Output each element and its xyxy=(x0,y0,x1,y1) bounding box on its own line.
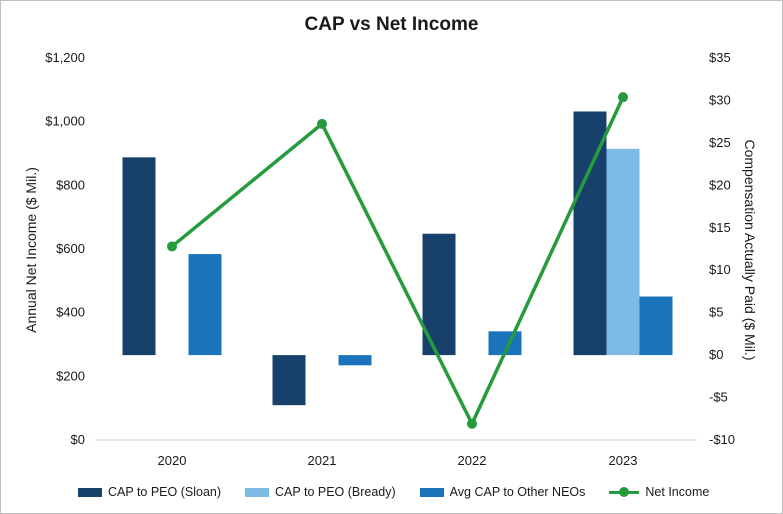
legend-swatch-bready xyxy=(245,487,270,497)
right-axis-label: Compensation Actually Paid ($ Mil.) xyxy=(742,140,758,361)
bars-group xyxy=(122,111,673,406)
legend-swatch-other-neos xyxy=(419,487,444,497)
x-tick-label: 2023 xyxy=(609,453,638,468)
bar-cap-to-peo-sloan--2021 xyxy=(272,355,306,406)
right-tick-label: $10 xyxy=(709,262,731,277)
right-tick-label: -$10 xyxy=(709,432,735,447)
left-tick-label: $400 xyxy=(56,305,85,320)
legend-swatch-sloan xyxy=(78,487,102,497)
legend-label-sloan: CAP to PEO (Sloan) xyxy=(108,485,222,499)
net-income-point-2021 xyxy=(317,118,327,129)
net-income-point-2023 xyxy=(618,92,628,103)
bar-avg-cap-to-other-neos-2020 xyxy=(188,254,222,356)
x-tick-label: 2020 xyxy=(158,453,187,468)
legend-label-bready: CAP to PEO (Bready) xyxy=(275,485,396,499)
x-axis-ticks: 2020 2021 2022 2023 xyxy=(158,453,638,468)
left-tick-label: $1,000 xyxy=(45,114,85,129)
left-tick-label: $1,200 xyxy=(45,50,85,65)
bar-cap-to-peo-sloan--2023 xyxy=(573,111,607,356)
right-tick-label: $15 xyxy=(709,220,731,235)
bar-cap-to-peo-sloan--2020 xyxy=(122,157,156,356)
left-tick-label: $800 xyxy=(56,177,85,192)
left-tick-label: $0 xyxy=(71,432,85,447)
right-tick-label: $30 xyxy=(709,92,731,107)
legend-label-other-neos: Avg CAP to Other NEOs xyxy=(449,485,586,499)
net-income-point-2022 xyxy=(467,418,477,429)
legend-label-net-income: Net Income xyxy=(645,485,710,499)
legend-item-bready: CAP to PEO (Bready) xyxy=(245,485,396,499)
left-tick-label: $200 xyxy=(56,368,85,383)
bar-cap-to-peo-bready--2023 xyxy=(606,148,640,356)
right-tick-label: $25 xyxy=(709,135,731,150)
right-tick-label: -$5 xyxy=(709,390,728,405)
line-group xyxy=(167,92,628,429)
right-tick-label: $35 xyxy=(709,50,731,65)
left-axis-ticks: $0 $200 $400 $600 $800 $1,000 $1,200 xyxy=(45,50,85,447)
chart-title: CAP vs Net Income xyxy=(304,14,479,35)
net-income-point-2020 xyxy=(167,241,177,252)
legend-item-other-neos: Avg CAP to Other NEOs xyxy=(419,485,586,499)
right-tick-label: $20 xyxy=(709,177,731,192)
right-tick-label: $0 xyxy=(709,347,723,362)
left-tick-label: $600 xyxy=(56,241,85,256)
bar-avg-cap-to-other-neos-2021 xyxy=(338,355,372,366)
net-income-line xyxy=(170,96,625,426)
x-tick-label: 2021 xyxy=(308,453,337,468)
right-axis-ticks: -$10 -$5 $0 $5 $10 $15 $20 $25 $30 $35 xyxy=(709,50,735,447)
legend-item-sloan: CAP to PEO (Sloan) xyxy=(78,485,221,499)
x-tick-label: 2022 xyxy=(458,453,487,468)
left-axis-label: Annual Net Income ($ Mil.) xyxy=(23,167,39,333)
right-tick-label: $5 xyxy=(709,305,723,320)
legend: CAP to PEO (Sloan) CAP to PEO (Bready) A… xyxy=(78,484,709,500)
legend-item-net-income: Net Income xyxy=(609,485,709,499)
bar-avg-cap-to-other-neos-2023 xyxy=(639,296,673,356)
legend-swatch-net-income xyxy=(609,486,640,498)
